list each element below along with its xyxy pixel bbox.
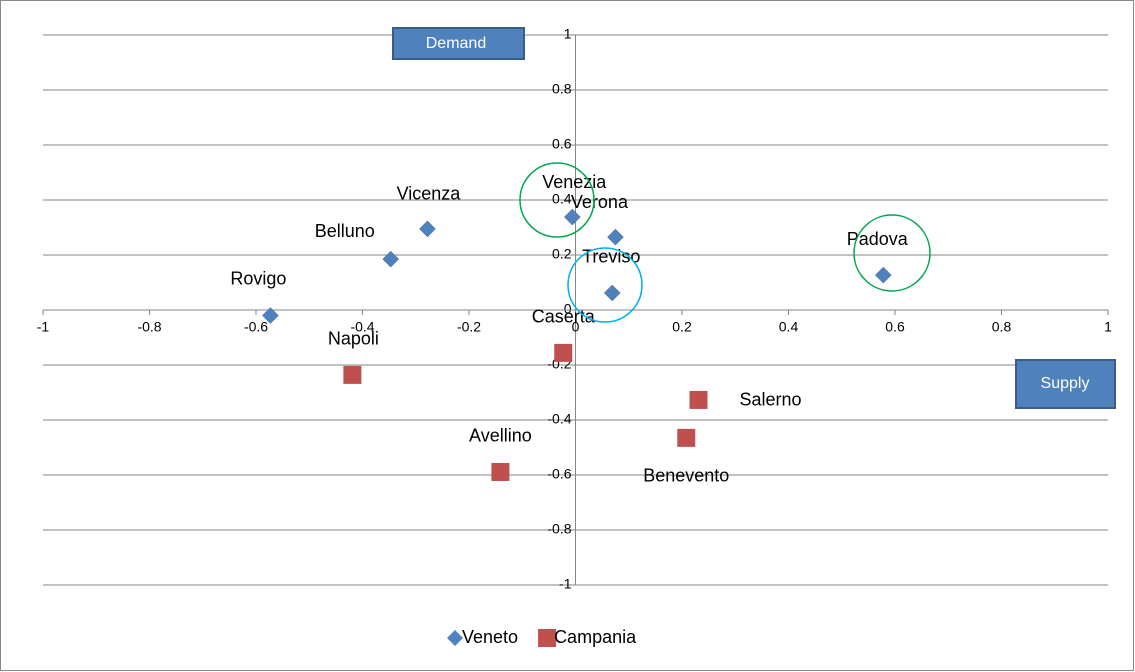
point: [262, 307, 279, 324]
x-tick-label: -0.4: [350, 319, 374, 335]
point: [419, 220, 436, 238]
x-tick-label: 0.6: [885, 319, 905, 335]
highlight-circle: [567, 247, 643, 323]
legend-marker: [538, 629, 557, 647]
x-tick-label: 0.2: [672, 319, 692, 335]
point-label: Verona: [571, 192, 629, 212]
y-tick-label: 0.8: [552, 81, 572, 97]
point: [689, 390, 708, 409]
point-label: Rovigo: [230, 268, 286, 288]
point-label: Salerno: [739, 390, 801, 410]
legend: Veneto Campania: [447, 627, 637, 647]
point: [677, 428, 696, 447]
annotation-box: [392, 27, 525, 60]
point: [607, 228, 624, 246]
y-tick-label: 0.4: [552, 191, 572, 207]
legend-label: Campania: [554, 627, 637, 647]
point: [491, 462, 510, 481]
x-tick-label: -0.8: [137, 319, 161, 335]
highlight-circle: [853, 214, 931, 292]
x-tick-label: 1: [1104, 319, 1112, 335]
y-tick-label: 0.2: [552, 246, 572, 262]
x-tick-label: 0.4: [779, 319, 799, 335]
x-tick-label: -1: [37, 319, 50, 335]
point: [554, 343, 573, 362]
y-tick-label: -0.6: [547, 466, 571, 482]
point: [603, 284, 621, 302]
point-label: Belluno: [315, 221, 375, 241]
x-tick-label: 0.8: [992, 319, 1012, 335]
point: [874, 266, 892, 284]
y-tick-label: 0.6: [552, 136, 572, 152]
point-label: Treviso: [582, 247, 640, 267]
point: [382, 250, 400, 268]
y-tick-label: -0.8: [547, 521, 571, 537]
x-tick-label: -0.6: [244, 319, 268, 335]
y-tick-label: 0: [564, 301, 572, 317]
point-label: Venezia: [542, 172, 607, 192]
highlight-circle: [519, 162, 595, 238]
point-label: Napoli: [328, 329, 379, 349]
legend-marker: [447, 630, 463, 646]
axes: -1 -0.8 -0.6 -0.4 -0.2 0 0.2 0.4 0.6 0.8 1 -1 -0.8 -0…: [37, 26, 1112, 592]
y-tick-label: 1: [564, 26, 572, 42]
x-tick-label: 0: [572, 319, 580, 335]
y-tick-label: -1: [559, 576, 572, 592]
point-label: Vicenza: [397, 184, 462, 204]
point-label: Padova: [847, 229, 909, 249]
annotation-box: [1015, 359, 1116, 409]
annotation: Supply: [1041, 375, 1090, 392]
x-tick-label: -0.2: [457, 319, 481, 335]
point: [563, 208, 581, 226]
y-tick-label: -0.4: [547, 411, 571, 427]
legend-label: Veneto: [462, 627, 518, 647]
point-label: Benevento: [643, 466, 729, 486]
point: [343, 365, 362, 384]
point-label: Avellino: [469, 426, 532, 446]
annotation: Demand: [426, 35, 486, 52]
